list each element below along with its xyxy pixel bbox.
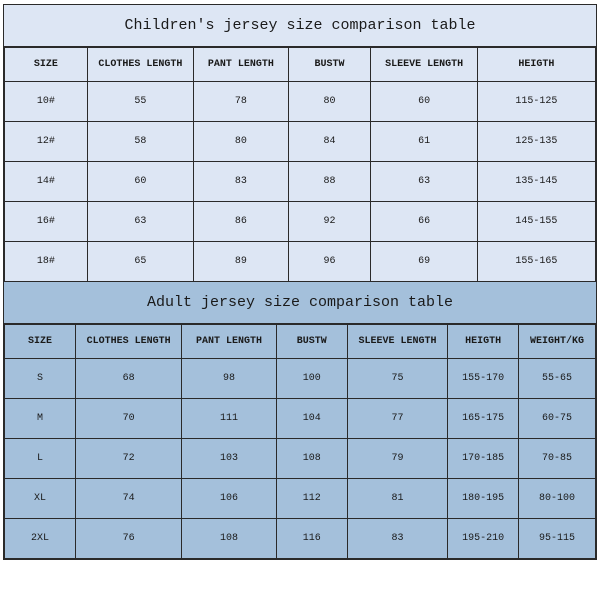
col-sleeve-length: SLEEVE LENGTH xyxy=(371,48,477,82)
cell: 100 xyxy=(276,359,347,399)
cell: 58 xyxy=(87,122,193,162)
col-height: HEIGTH xyxy=(448,325,519,359)
cell: 72 xyxy=(75,439,181,479)
size-chart-container: Children's jersey size comparison table … xyxy=(3,4,597,560)
cell: 108 xyxy=(276,439,347,479)
adult-size-table: SIZE CLOTHES LENGTH PANT LENGTH BUSTW SL… xyxy=(4,324,596,559)
adult-table-title: Adult jersey size comparison table xyxy=(4,282,596,324)
cell: 135-145 xyxy=(477,162,595,202)
cell: 65 xyxy=(87,242,193,282)
cell: 77 xyxy=(347,399,447,439)
children-table-title: Children's jersey size comparison table xyxy=(4,5,596,47)
cell: 115-125 xyxy=(477,82,595,122)
cell: 92 xyxy=(288,202,371,242)
table-row: 18# 65 89 96 69 155-165 xyxy=(5,242,596,282)
cell: 96 xyxy=(288,242,371,282)
cell: 84 xyxy=(288,122,371,162)
cell: 83 xyxy=(194,162,289,202)
cell: 104 xyxy=(276,399,347,439)
table-row: 12# 58 80 84 61 125-135 xyxy=(5,122,596,162)
table-row: XL 74 106 112 81 180-195 80-100 xyxy=(5,479,596,519)
adult-header-row: SIZE CLOTHES LENGTH PANT LENGTH BUSTW SL… xyxy=(5,325,596,359)
cell: 10# xyxy=(5,82,88,122)
table-row: S 68 98 100 75 155-170 55-65 xyxy=(5,359,596,399)
cell: 70-85 xyxy=(519,439,596,479)
cell: 125-135 xyxy=(477,122,595,162)
col-size: SIZE xyxy=(5,48,88,82)
col-pant-length: PANT LENGTH xyxy=(182,325,277,359)
cell: 155-165 xyxy=(477,242,595,282)
cell: 78 xyxy=(194,82,289,122)
cell: 74 xyxy=(75,479,181,519)
cell: 66 xyxy=(371,202,477,242)
children-header-row: SIZE CLOTHES LENGTH PANT LENGTH BUSTW SL… xyxy=(5,48,596,82)
cell: 16# xyxy=(5,202,88,242)
cell: 80-100 xyxy=(519,479,596,519)
cell: 80 xyxy=(194,122,289,162)
col-clothes-length: CLOTHES LENGTH xyxy=(87,48,193,82)
cell: 60 xyxy=(87,162,193,202)
cell: 63 xyxy=(371,162,477,202)
children-size-table: SIZE CLOTHES LENGTH PANT LENGTH BUSTW SL… xyxy=(4,47,596,282)
cell: 116 xyxy=(276,519,347,559)
cell: 111 xyxy=(182,399,277,439)
cell: 95-115 xyxy=(519,519,596,559)
cell: 89 xyxy=(194,242,289,282)
cell: 68 xyxy=(75,359,181,399)
cell: 61 xyxy=(371,122,477,162)
cell: 60-75 xyxy=(519,399,596,439)
col-size: SIZE xyxy=(5,325,76,359)
cell: 80 xyxy=(288,82,371,122)
cell: 69 xyxy=(371,242,477,282)
cell: 108 xyxy=(182,519,277,559)
col-bust: BUSTW xyxy=(276,325,347,359)
cell: 83 xyxy=(347,519,447,559)
cell: 88 xyxy=(288,162,371,202)
cell: 170-185 xyxy=(448,439,519,479)
cell: 103 xyxy=(182,439,277,479)
table-row: M 70 111 104 77 165-175 60-75 xyxy=(5,399,596,439)
col-bust: BUSTW xyxy=(288,48,371,82)
cell: 55-65 xyxy=(519,359,596,399)
cell: 112 xyxy=(276,479,347,519)
cell: 79 xyxy=(347,439,447,479)
cell: L xyxy=(5,439,76,479)
cell: 55 xyxy=(87,82,193,122)
cell: 195-210 xyxy=(448,519,519,559)
cell: 165-175 xyxy=(448,399,519,439)
cell: 155-170 xyxy=(448,359,519,399)
cell: 18# xyxy=(5,242,88,282)
cell: 81 xyxy=(347,479,447,519)
cell: S xyxy=(5,359,76,399)
cell: 2XL xyxy=(5,519,76,559)
table-row: L 72 103 108 79 170-185 70-85 xyxy=(5,439,596,479)
cell: 145-155 xyxy=(477,202,595,242)
cell: 86 xyxy=(194,202,289,242)
table-row: 14# 60 83 88 63 135-145 xyxy=(5,162,596,202)
cell: 76 xyxy=(75,519,181,559)
cell: 75 xyxy=(347,359,447,399)
cell: XL xyxy=(5,479,76,519)
cell: 12# xyxy=(5,122,88,162)
cell: M xyxy=(5,399,76,439)
cell: 180-195 xyxy=(448,479,519,519)
cell: 70 xyxy=(75,399,181,439)
table-row: 10# 55 78 80 60 115-125 xyxy=(5,82,596,122)
col-pant-length: PANT LENGTH xyxy=(194,48,289,82)
cell: 98 xyxy=(182,359,277,399)
col-height: HEIGTH xyxy=(477,48,595,82)
col-weight: WEIGHT/KG xyxy=(519,325,596,359)
table-row: 2XL 76 108 116 83 195-210 95-115 xyxy=(5,519,596,559)
cell: 63 xyxy=(87,202,193,242)
cell: 14# xyxy=(5,162,88,202)
col-clothes-length: CLOTHES LENGTH xyxy=(75,325,181,359)
table-row: 16# 63 86 92 66 145-155 xyxy=(5,202,596,242)
cell: 106 xyxy=(182,479,277,519)
cell: 60 xyxy=(371,82,477,122)
col-sleeve-length: SLEEVE LENGTH xyxy=(347,325,447,359)
